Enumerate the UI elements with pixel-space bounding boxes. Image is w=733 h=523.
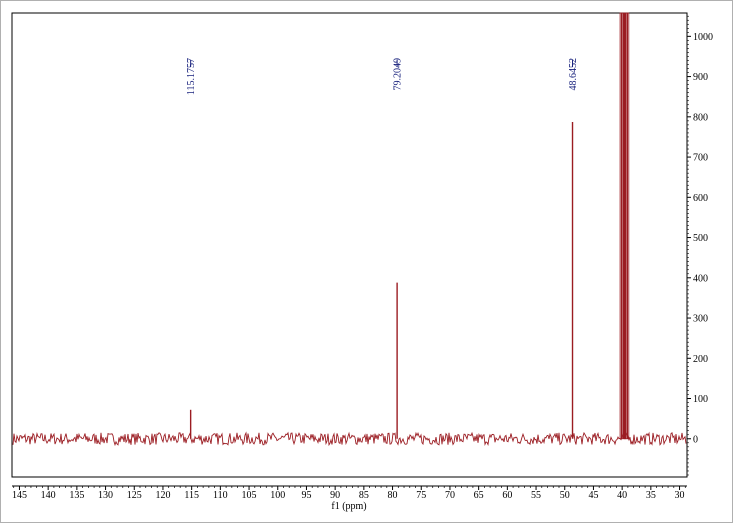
x-tick-label: 95 — [301, 490, 311, 501]
y-tick-label: 0 — [693, 434, 698, 445]
plot-frame — [11, 12, 688, 478]
x-tick-label: 90 — [330, 490, 340, 501]
x-tick-label: 130 — [98, 490, 113, 501]
x-tick-label: 45 — [588, 490, 598, 501]
x-tick-label: 55 — [531, 490, 541, 501]
plot-area — [11, 12, 688, 478]
y-tick-label: 100 — [693, 394, 708, 405]
x-tick-label: 140 — [41, 490, 56, 501]
peak-label: 79.2049 — [393, 58, 404, 91]
y-axis: 0 100 200 300 400 500 600 700 800 900 1000 — [687, 15, 713, 476]
x-tick-label: 35 — [646, 490, 656, 501]
y-tick-label: 200 — [693, 354, 708, 365]
x-tick-label: 115 — [184, 490, 199, 501]
x-tick-label: 145 — [12, 490, 27, 501]
spectrum-baseline — [12, 431, 687, 447]
x-tick-label: 120 — [155, 490, 170, 501]
x-tick-label: 110 — [213, 490, 228, 501]
y-tick-label: 900 — [693, 72, 708, 83]
x-tick-label: 30 — [675, 490, 685, 501]
x-tick-label: 40 — [617, 490, 627, 501]
x-tick-label: 70 — [445, 490, 455, 501]
y-tick-label: 1000 — [693, 32, 713, 43]
y-tick-label: 400 — [693, 273, 708, 284]
x-tick-label: 75 — [416, 490, 426, 501]
x-axis: 145 140 135 130 125 120 115 110 105 100 95 90 85 80 75… — [12, 485, 687, 501]
x-tick-label: 100 — [270, 490, 285, 501]
peak-label: 48.6452 — [568, 58, 579, 91]
x-tick-label: 65 — [474, 490, 484, 501]
y-tick-label: 500 — [693, 233, 708, 244]
x-tick-label: 80 — [388, 490, 398, 501]
x-tick-label: 125 — [127, 490, 142, 501]
y-tick-label: 700 — [693, 153, 708, 164]
peak-label: 115.1757 — [186, 58, 197, 95]
x-axis-title: f1 (ppm) — [331, 501, 366, 512]
x-tick-label: 135 — [69, 490, 84, 501]
peak-label-layer: 115.1757 79.2049 48.6452 — [186, 58, 579, 95]
y-tick-label: 300 — [693, 314, 708, 325]
y-tick-label: 600 — [693, 193, 708, 204]
spectrum-layer — [12, 12, 687, 447]
x-tick-label: 105 — [242, 490, 257, 501]
x-tick-label: 50 — [560, 490, 570, 501]
x-tick-label: 85 — [359, 490, 369, 501]
x-tick-label: 60 — [502, 490, 512, 501]
y-tick-label: 800 — [693, 112, 708, 123]
